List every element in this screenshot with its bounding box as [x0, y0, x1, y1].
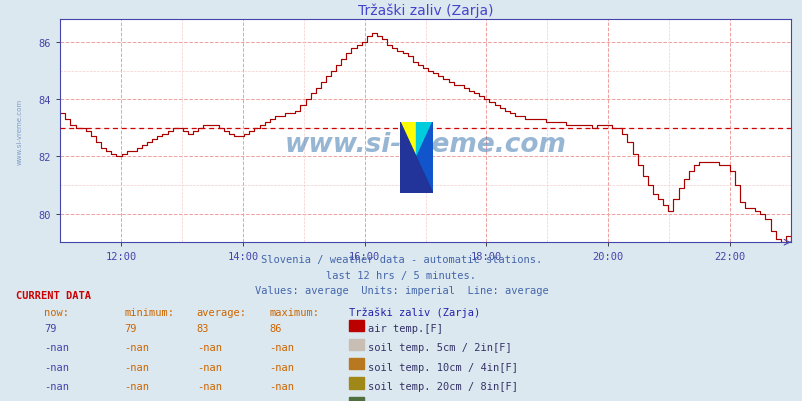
Text: -nan: -nan	[124, 400, 149, 401]
Text: www.si-vreme.com: www.si-vreme.com	[17, 98, 23, 164]
Text: -nan: -nan	[269, 362, 294, 372]
Text: soil temp. 20cm / 8in[F]: soil temp. 20cm / 8in[F]	[367, 381, 517, 391]
Text: -nan: -nan	[44, 342, 69, 352]
Text: 83: 83	[196, 323, 209, 333]
Text: 79: 79	[124, 323, 137, 333]
Text: -nan: -nan	[124, 381, 149, 391]
Text: soil temp. 30cm / 12in[F]: soil temp. 30cm / 12in[F]	[367, 400, 524, 401]
Text: -nan: -nan	[269, 342, 294, 352]
Text: -nan: -nan	[44, 381, 69, 391]
Text: Slovenia / weather data - automatic stations.: Slovenia / weather data - automatic stat…	[261, 255, 541, 265]
Text: last 12 hrs / 5 minutes.: last 12 hrs / 5 minutes.	[326, 270, 476, 280]
Text: -nan: -nan	[124, 362, 149, 372]
Text: minimum:: minimum:	[124, 307, 174, 317]
Text: -nan: -nan	[196, 362, 221, 372]
Text: 79: 79	[44, 323, 57, 333]
Text: soil temp. 5cm / 2in[F]: soil temp. 5cm / 2in[F]	[367, 342, 511, 352]
Text: Values: average  Units: imperial  Line: average: Values: average Units: imperial Line: av…	[254, 285, 548, 295]
Text: -nan: -nan	[44, 400, 69, 401]
Text: air temp.[F]: air temp.[F]	[367, 323, 442, 333]
Text: soil temp. 10cm / 4in[F]: soil temp. 10cm / 4in[F]	[367, 362, 517, 372]
Text: -nan: -nan	[269, 400, 294, 401]
Text: -nan: -nan	[44, 362, 69, 372]
Text: -nan: -nan	[196, 381, 221, 391]
Text: -nan: -nan	[196, 400, 221, 401]
Text: maximum:: maximum:	[269, 307, 318, 317]
Text: average:: average:	[196, 307, 246, 317]
Text: 86: 86	[269, 323, 282, 333]
Text: -nan: -nan	[196, 342, 221, 352]
Title: Tržaški zaliv (Zarja): Tržaški zaliv (Zarja)	[358, 3, 492, 18]
Text: -nan: -nan	[269, 381, 294, 391]
Text: -nan: -nan	[124, 342, 149, 352]
Text: CURRENT DATA: CURRENT DATA	[16, 291, 91, 301]
Text: Tržaški zaliv (Zarja): Tržaški zaliv (Zarja)	[349, 307, 480, 317]
Text: now:: now:	[44, 307, 69, 317]
Text: www.si-vreme.com: www.si-vreme.com	[284, 132, 566, 158]
